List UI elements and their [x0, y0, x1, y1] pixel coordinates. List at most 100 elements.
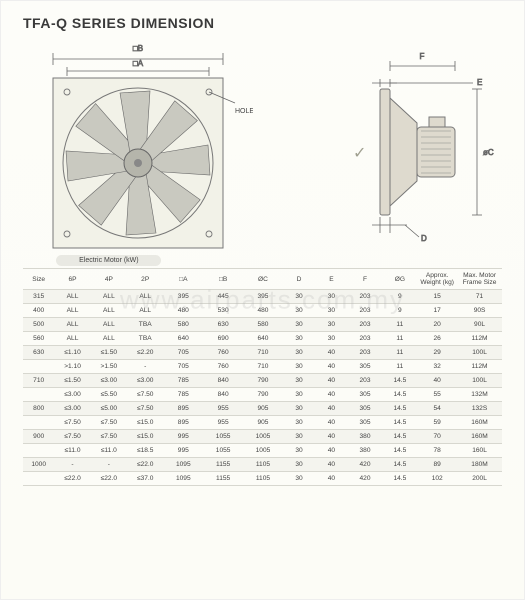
- label-f: F: [420, 52, 425, 61]
- cell-size: 800: [23, 402, 54, 416]
- cell-fr: 100L: [457, 346, 502, 360]
- cell-p4: ALL: [91, 318, 127, 332]
- cell-d: 30: [283, 416, 315, 430]
- cell-p2: ≤3.00: [127, 374, 163, 388]
- cell-wt: 89: [417, 458, 457, 472]
- cell-p4: -: [91, 458, 127, 472]
- table-row: 315ALLALLALL395445395303020391571: [23, 290, 502, 304]
- table-row: ≤7.50≤7.50≤15.0895955905304030514.559160…: [23, 416, 502, 430]
- cell-g: 11: [382, 360, 417, 374]
- cell-a: 785: [163, 388, 203, 402]
- cell-a: 705: [163, 346, 203, 360]
- hdr-2p: 2P: [127, 269, 163, 290]
- document-page: www.airparts.com.my TFA-Q SERIES DIMENSI…: [0, 0, 525, 600]
- cell-p4: ALL: [91, 332, 127, 346]
- table-row: 800≤3.00≤5.00≤7.50895955905304030514.554…: [23, 402, 502, 416]
- table-row: 900≤7.50≤7.50≤15.099510551005304038014.5…: [23, 430, 502, 444]
- label-box-b: □B: [133, 44, 143, 53]
- cell-p2: ≤7.50: [127, 388, 163, 402]
- cell-g: 14.5: [382, 388, 417, 402]
- cell-g: 14.5: [382, 444, 417, 458]
- cell-wt: 26: [417, 332, 457, 346]
- cell-p2: TBA: [127, 318, 163, 332]
- cell-b: 445: [203, 290, 243, 304]
- cell-f: 203: [348, 346, 383, 360]
- cell-d: 30: [283, 458, 315, 472]
- cell-wt: 29: [417, 346, 457, 360]
- cell-e: 40: [315, 388, 347, 402]
- cell-f: 380: [348, 430, 383, 444]
- cell-f: 420: [348, 472, 383, 486]
- cell-f: 305: [348, 416, 383, 430]
- cell-p4: ≤5.50: [91, 388, 127, 402]
- cell-c: 480: [243, 304, 283, 318]
- label-box-a: □A: [133, 59, 144, 68]
- cell-fr: 180M: [457, 458, 502, 472]
- cell-f: 305: [348, 360, 383, 374]
- column-headers: Size 6P 4P 2P □A □B ØC D E F ØG Approx. …: [23, 269, 502, 290]
- cell-g: 9: [382, 290, 417, 304]
- hdr-wt: Approx. Weight (kg): [417, 269, 457, 290]
- cell-wt: 40: [417, 374, 457, 388]
- cell-d: 30: [283, 444, 315, 458]
- front-view-diagram: □B □A HOLES: [23, 43, 253, 249]
- cell-a: 1095: [163, 472, 203, 486]
- cell-p2: ≤2.20: [127, 346, 163, 360]
- cell-wt: 54: [417, 402, 457, 416]
- cell-b: 760: [203, 346, 243, 360]
- cell-p2: ALL: [127, 290, 163, 304]
- cell-a: 1095: [163, 458, 203, 472]
- cell-p2: ≤22.0: [127, 458, 163, 472]
- cell-wt: 70: [417, 430, 457, 444]
- cell-b: 760: [203, 360, 243, 374]
- cell-g: 14.5: [382, 402, 417, 416]
- cell-e: 40: [315, 374, 347, 388]
- cell-b: 1155: [203, 458, 243, 472]
- cell-wt: 78: [417, 444, 457, 458]
- cell-e: 30: [315, 332, 347, 346]
- cell-d: 30: [283, 346, 315, 360]
- cell-size: 630: [23, 346, 54, 360]
- cell-e: 40: [315, 346, 347, 360]
- cell-e: 40: [315, 472, 347, 486]
- cell-fr: 132M: [457, 388, 502, 402]
- cell-d: 30: [283, 318, 315, 332]
- cell-size: 500: [23, 318, 54, 332]
- cell-p6: ≤7.50: [54, 430, 90, 444]
- table-row: 400ALLALLALL480530480303020391790S: [23, 304, 502, 318]
- cell-a: 785: [163, 374, 203, 388]
- cell-p6: ≤7.50: [54, 416, 90, 430]
- cell-fr: 90S: [457, 304, 502, 318]
- cell-f: 203: [348, 290, 383, 304]
- cell-d: 30: [283, 360, 315, 374]
- table-body: 315ALLALLALL395445395303020391571400ALLA…: [23, 290, 502, 486]
- cell-p4: ≤7.50: [91, 416, 127, 430]
- dimension-table: Electric Motor (kW) Size 6P 4P 2P □A □B …: [23, 255, 502, 486]
- cell-p6: ≤1.50: [54, 374, 90, 388]
- cell-p6: ≤11.0: [54, 444, 90, 458]
- cell-g: 11: [382, 346, 417, 360]
- cell-wt: 102: [417, 472, 457, 486]
- cell-fr: 112M: [457, 332, 502, 346]
- cell-size: [23, 360, 54, 374]
- cell-g: 14.5: [382, 374, 417, 388]
- cell-p4: ≤3.00: [91, 374, 127, 388]
- cell-p6: ≤3.00: [54, 402, 90, 416]
- cell-p6: ALL: [54, 290, 90, 304]
- hdr-b: □B: [203, 269, 243, 290]
- cell-d: 30: [283, 430, 315, 444]
- cell-a: 480: [163, 304, 203, 318]
- cell-f: 203: [348, 304, 383, 318]
- hdr-4p: 4P: [91, 269, 127, 290]
- cell-wt: 15: [417, 290, 457, 304]
- cell-b: 1055: [203, 430, 243, 444]
- cell-c: 580: [243, 318, 283, 332]
- cell-e: 30: [315, 290, 347, 304]
- cell-e: 30: [315, 318, 347, 332]
- hdr-d: D: [283, 269, 315, 290]
- cell-p2: TBA: [127, 332, 163, 346]
- cell-e: 40: [315, 444, 347, 458]
- cell-p4: ≤5.00: [91, 402, 127, 416]
- cell-f: 203: [348, 318, 383, 332]
- label-e: E: [477, 78, 482, 87]
